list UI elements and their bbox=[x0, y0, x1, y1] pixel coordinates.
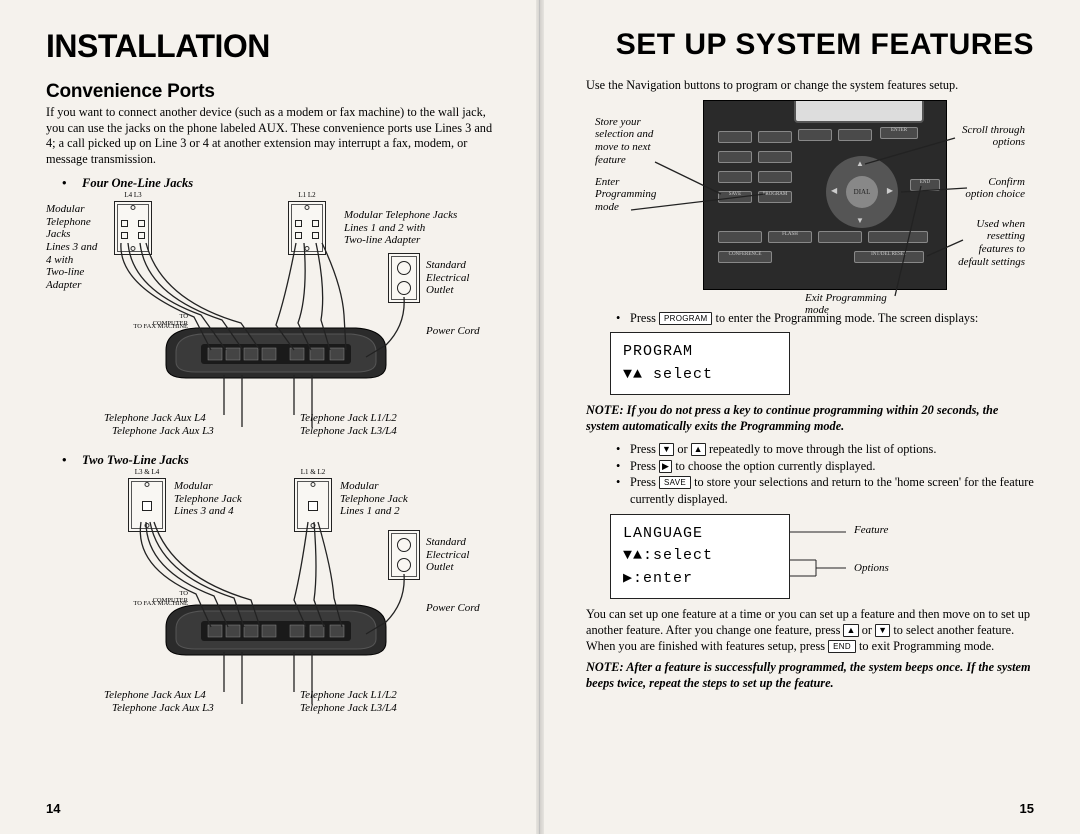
subheading-left: Convenience Ports bbox=[46, 81, 493, 103]
phone-base-1 bbox=[156, 320, 396, 400]
instr-list-2: Press ▼ or ▲ repeatedly to move through … bbox=[616, 441, 1034, 507]
lbl-modjacks12: Modular Telephone JacksLines 1 and 2 wit… bbox=[344, 209, 494, 247]
lbl-enterprog: EnterProgrammingmode bbox=[595, 176, 695, 214]
page-spread: Installation Convenience Ports If you wa… bbox=[0, 0, 1080, 834]
page-left: Installation Convenience Ports If you wa… bbox=[0, 0, 540, 834]
keycap-down-1: ▼ bbox=[659, 443, 674, 456]
wall-jack-right-2: L1 & L2 bbox=[294, 478, 332, 532]
lbl-options: Options bbox=[854, 562, 889, 575]
lcd-2: LANGUAGE ▼▲:select ▶:enter bbox=[610, 514, 790, 600]
keycap-down-2: ▼ bbox=[875, 624, 890, 637]
keycap-save: SAVE bbox=[659, 476, 691, 489]
lbl-l34-1: Telephone Jack L3/L4 bbox=[300, 425, 397, 438]
lbl-auxl3-1: Telephone Jack Aux L3 bbox=[112, 425, 214, 438]
page-num-right: 15 bbox=[1020, 801, 1034, 816]
lbl-scroll: Scroll throughoptions bbox=[962, 124, 1025, 149]
phone-base-2 bbox=[156, 597, 396, 677]
wall-jack-left-2: L3 & L4 bbox=[128, 478, 166, 532]
nav-diagram: ENTER SAVE PROGRAM DIAL ▲ ▼ ◀ ▶ END FLAS… bbox=[595, 100, 1025, 300]
step-nav-options: Press ▼ or ▲ repeatedly to move through … bbox=[616, 441, 1034, 458]
keycap-end: END bbox=[828, 640, 856, 653]
keycap-right-1: ▶ bbox=[659, 460, 672, 473]
right-title: Set Up System Features bbox=[586, 28, 1034, 62]
lbl-modjack12b: ModularTelephone JackLines 1 and 2 bbox=[340, 480, 440, 518]
para-2: You can set up one feature at a time or … bbox=[586, 607, 1034, 654]
jack-top-1b: L1 L2 bbox=[289, 191, 325, 199]
lcd2-wrap: LANGUAGE ▼▲:select ▶:enter Feature Optio… bbox=[586, 514, 1034, 600]
lbl-l12-1: Telephone Jack L1/L2 bbox=[300, 412, 397, 425]
wall-jack-left-1: L4 L3 bbox=[114, 201, 152, 255]
keycap-program: PROGRAM bbox=[659, 312, 712, 325]
lbl-auxl4-2: Telephone Jack Aux L4 bbox=[104, 689, 206, 702]
lcd1-line1: PROGRAM bbox=[623, 341, 777, 364]
lcd2-line3: ▶:enter bbox=[623, 568, 777, 591]
diagram-2: L3 & L4 L1 & L2 ModularTelephone JackLin… bbox=[46, 472, 493, 722]
lbl-l12-2: Telephone Jack L1/L2 bbox=[300, 689, 397, 702]
lcd1-line2: ▼▲ select bbox=[623, 364, 777, 387]
lbl-feature: Feature bbox=[854, 524, 888, 537]
page-num-left: 14 bbox=[46, 801, 60, 816]
lbl-power-1: Power Cord bbox=[426, 325, 480, 338]
lbl-l34-2: Telephone Jack L3/L4 bbox=[300, 702, 397, 715]
lbl-outlet-2: StandardElectricalOutlet bbox=[426, 536, 469, 574]
step-save: Press SAVE to store your selections and … bbox=[616, 474, 1034, 507]
note-1: NOTE: If you do not press a key to conti… bbox=[586, 403, 1034, 435]
wall-jack-right-1: L1 L2 bbox=[288, 201, 326, 255]
instr-list-1: Press PROGRAM to enter the Programming m… bbox=[616, 310, 1034, 327]
lbl-modjacks34: ModularTelephoneJacksLines 3 and4 withTw… bbox=[46, 203, 110, 291]
outlet-1 bbox=[388, 253, 420, 303]
lcd2-line2: ▼▲:select bbox=[623, 545, 777, 568]
intro-left: If you want to connect another device (s… bbox=[46, 105, 493, 168]
left-title: Installation bbox=[46, 28, 493, 65]
lbl-reset: Used whenresettingfeatures todefault set… bbox=[958, 218, 1025, 269]
lbl-outlet-1: StandardElectricalOutlet bbox=[426, 259, 469, 297]
lcd-1: PROGRAM ▼▲ select bbox=[610, 332, 790, 395]
jack-top-2a: L3 & L4 bbox=[129, 468, 165, 476]
lbl-modjack34b: ModularTelephone JackLines 3 and 4 bbox=[174, 480, 274, 518]
diagram-1: L4 L3 L1 L2 ModularT bbox=[46, 195, 493, 445]
section2-heading: Two Two-Line Jacks bbox=[82, 453, 493, 468]
keypad-image: ENTER SAVE PROGRAM DIAL ▲ ▼ ◀ ▶ END FLAS… bbox=[703, 100, 947, 290]
step-choose: Press ▶ to choose the option currently d… bbox=[616, 458, 1034, 475]
jack-top-2b: L1 & L2 bbox=[295, 468, 331, 476]
intro-right: Use the Navigation buttons to program or… bbox=[586, 78, 1034, 94]
section1-heading: Four One-Line Jacks bbox=[82, 176, 493, 191]
lbl-auxl3-2: Telephone Jack Aux L3 bbox=[112, 702, 214, 715]
jack-top-1a: L4 L3 bbox=[115, 191, 151, 199]
note-2: NOTE: After a feature is successfully pr… bbox=[586, 660, 1034, 692]
page-right: Set Up System Features Use the Navigatio… bbox=[540, 0, 1080, 834]
outlet-2 bbox=[388, 530, 420, 580]
keycap-up-1: ▲ bbox=[691, 443, 706, 456]
lbl-power-2: Power Cord bbox=[426, 602, 480, 615]
lcd2-line1: LANGUAGE bbox=[623, 523, 777, 546]
lbl-auxl4-1: Telephone Jack Aux L4 bbox=[104, 412, 206, 425]
keycap-up-2: ▲ bbox=[843, 624, 858, 637]
step-press-program: Press PROGRAM to enter the Programming m… bbox=[616, 310, 1034, 327]
lbl-store: Store yourselection andmove to nextfeatu… bbox=[595, 116, 695, 167]
lbl-confirm: Confirmoption choice bbox=[965, 176, 1025, 201]
